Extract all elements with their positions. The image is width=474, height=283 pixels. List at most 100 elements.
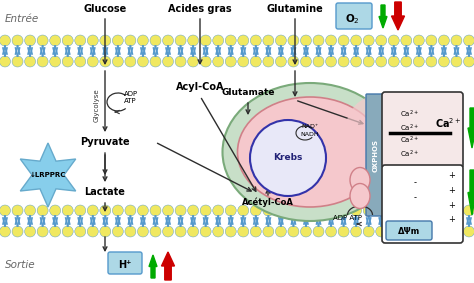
Text: Ca$^{2+}$: Ca$^{2+}$ xyxy=(400,135,419,147)
Text: +: + xyxy=(448,215,456,224)
Circle shape xyxy=(200,56,211,67)
Circle shape xyxy=(363,35,374,46)
Circle shape xyxy=(275,56,286,67)
Circle shape xyxy=(238,226,249,237)
Circle shape xyxy=(12,56,23,67)
Circle shape xyxy=(250,226,261,237)
Circle shape xyxy=(50,35,61,46)
Text: Glucose: Glucose xyxy=(83,4,127,14)
Circle shape xyxy=(87,56,98,67)
Circle shape xyxy=(62,205,73,216)
Circle shape xyxy=(50,56,61,67)
Circle shape xyxy=(338,205,349,216)
Circle shape xyxy=(464,205,474,216)
Text: -: - xyxy=(413,178,417,187)
Polygon shape xyxy=(20,143,76,207)
Circle shape xyxy=(25,205,36,216)
Circle shape xyxy=(175,226,186,237)
Ellipse shape xyxy=(237,97,383,207)
Circle shape xyxy=(62,226,73,237)
Text: NADH: NADH xyxy=(301,132,319,137)
Circle shape xyxy=(250,56,261,67)
Circle shape xyxy=(25,226,36,237)
Circle shape xyxy=(401,35,412,46)
Circle shape xyxy=(451,35,462,46)
Circle shape xyxy=(188,56,199,67)
Circle shape xyxy=(87,226,98,237)
Circle shape xyxy=(426,56,437,67)
Circle shape xyxy=(12,35,23,46)
Circle shape xyxy=(363,205,374,216)
FancyBboxPatch shape xyxy=(386,221,432,240)
Circle shape xyxy=(363,56,374,67)
Circle shape xyxy=(37,205,48,216)
Polygon shape xyxy=(468,108,474,148)
Circle shape xyxy=(464,56,474,67)
Text: Pyruvate: Pyruvate xyxy=(80,137,130,147)
Text: Glycolyse: Glycolyse xyxy=(94,88,100,122)
Circle shape xyxy=(238,35,249,46)
Circle shape xyxy=(326,56,337,67)
Circle shape xyxy=(288,56,299,67)
Text: -: - xyxy=(413,193,417,202)
Circle shape xyxy=(62,35,73,46)
Text: H⁺: H⁺ xyxy=(118,260,132,270)
Circle shape xyxy=(125,226,136,237)
Text: Entrée: Entrée xyxy=(5,14,39,24)
Circle shape xyxy=(137,35,148,46)
Circle shape xyxy=(413,56,424,67)
Circle shape xyxy=(137,205,148,216)
Circle shape xyxy=(351,56,362,67)
Circle shape xyxy=(112,205,123,216)
Circle shape xyxy=(87,205,98,216)
Circle shape xyxy=(313,35,324,46)
Circle shape xyxy=(250,120,326,196)
Circle shape xyxy=(438,35,449,46)
Circle shape xyxy=(175,205,186,216)
Circle shape xyxy=(326,205,337,216)
FancyBboxPatch shape xyxy=(108,252,142,274)
Circle shape xyxy=(313,205,324,216)
Circle shape xyxy=(163,35,173,46)
Circle shape xyxy=(100,226,111,237)
Circle shape xyxy=(338,226,349,237)
Text: ΔΨm: ΔΨm xyxy=(398,226,420,235)
Circle shape xyxy=(213,226,224,237)
Circle shape xyxy=(263,226,274,237)
Circle shape xyxy=(426,35,437,46)
Text: ↓LRPPRC: ↓LRPPRC xyxy=(30,172,66,178)
Circle shape xyxy=(326,226,337,237)
Circle shape xyxy=(301,56,311,67)
Circle shape xyxy=(451,226,462,237)
Circle shape xyxy=(376,56,387,67)
Circle shape xyxy=(451,56,462,67)
Circle shape xyxy=(388,56,399,67)
Ellipse shape xyxy=(350,168,370,192)
Circle shape xyxy=(401,56,412,67)
Circle shape xyxy=(125,35,136,46)
Circle shape xyxy=(376,205,387,216)
Circle shape xyxy=(163,56,173,67)
Text: Ca$^{2+}$: Ca$^{2+}$ xyxy=(435,116,461,130)
Circle shape xyxy=(75,35,86,46)
Ellipse shape xyxy=(350,183,370,209)
Circle shape xyxy=(275,35,286,46)
Circle shape xyxy=(263,35,274,46)
Circle shape xyxy=(50,205,61,216)
Circle shape xyxy=(100,35,111,46)
Circle shape xyxy=(338,56,349,67)
Circle shape xyxy=(200,35,211,46)
Circle shape xyxy=(0,56,10,67)
Circle shape xyxy=(464,35,474,46)
Circle shape xyxy=(150,226,161,237)
Polygon shape xyxy=(379,5,387,28)
Circle shape xyxy=(25,35,36,46)
Circle shape xyxy=(263,56,274,67)
Text: Lactate: Lactate xyxy=(84,187,126,197)
Circle shape xyxy=(363,226,374,237)
Circle shape xyxy=(288,35,299,46)
Circle shape xyxy=(112,56,123,67)
Circle shape xyxy=(275,205,286,216)
Text: Krebs: Krebs xyxy=(273,153,303,162)
Circle shape xyxy=(112,35,123,46)
